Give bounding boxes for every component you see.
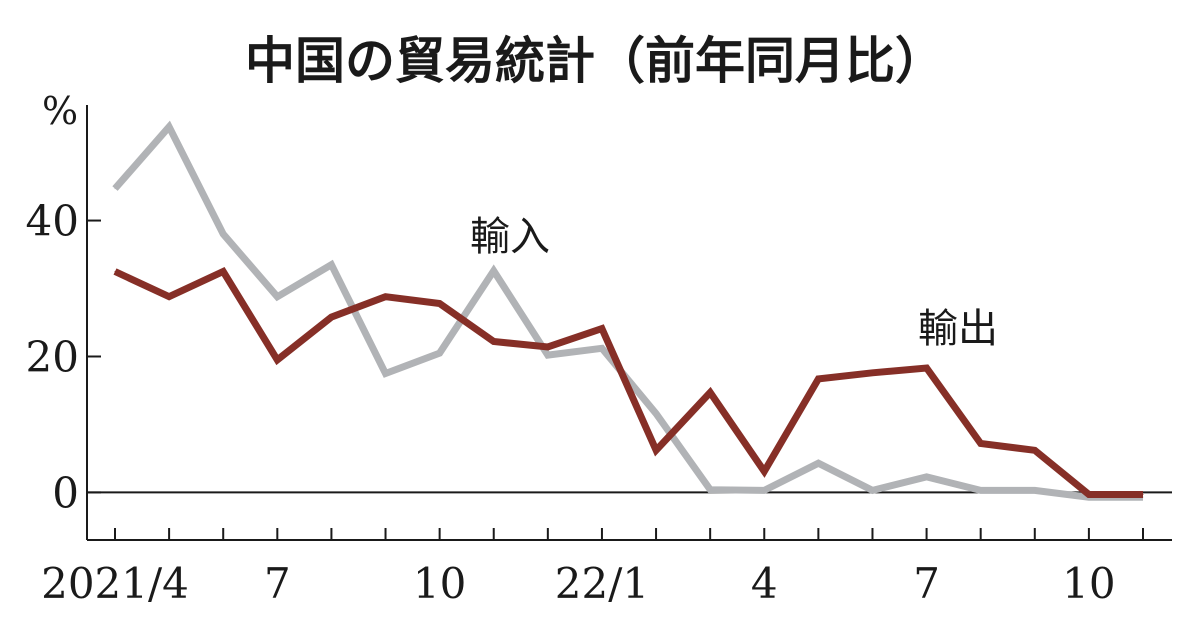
data-point bbox=[980, 489, 982, 491]
data-point bbox=[1034, 489, 1036, 491]
series-label-exports: 輸出 bbox=[918, 306, 998, 352]
data-point bbox=[385, 372, 387, 374]
data-point bbox=[114, 188, 116, 190]
data-point bbox=[168, 296, 170, 298]
series-lines bbox=[112, 120, 1144, 501]
data-point bbox=[168, 126, 170, 128]
data-point bbox=[655, 413, 657, 415]
data-point bbox=[763, 470, 765, 472]
data-point bbox=[1034, 449, 1036, 451]
data-point bbox=[817, 462, 819, 464]
series-label-imports: 輸入 bbox=[470, 214, 550, 260]
data-point bbox=[114, 271, 116, 273]
data-point bbox=[601, 328, 603, 330]
x-tick-label: 7 bbox=[913, 559, 940, 608]
data-point bbox=[1142, 493, 1144, 495]
data-point bbox=[276, 359, 278, 361]
axes: 0 20 40 2021/4 7 10 22/1 4 7 10 bbox=[26, 105, 1172, 608]
data-point bbox=[385, 296, 387, 298]
data-point bbox=[601, 347, 603, 349]
data-point bbox=[493, 270, 495, 272]
data-point bbox=[926, 367, 928, 369]
data-point bbox=[547, 346, 549, 348]
data-point bbox=[1088, 493, 1090, 495]
data-point bbox=[439, 352, 441, 354]
data-point bbox=[276, 296, 278, 298]
data-point bbox=[547, 354, 549, 356]
data-point bbox=[330, 264, 332, 266]
data-point bbox=[817, 378, 819, 380]
data-point bbox=[871, 372, 873, 374]
data-point bbox=[871, 489, 873, 491]
data-point bbox=[493, 341, 495, 343]
x-tick-label: 10 bbox=[413, 559, 466, 608]
data-point bbox=[709, 489, 711, 491]
data-point bbox=[439, 302, 441, 304]
data-point bbox=[980, 442, 982, 444]
data-point bbox=[655, 449, 657, 451]
x-tick-label: 22/1 bbox=[555, 559, 649, 608]
y-tick-label: 20 bbox=[26, 332, 79, 381]
y-tick-label: 0 bbox=[52, 468, 79, 517]
chart-title: 中国の貿易統計（前年同月比） bbox=[245, 32, 945, 90]
data-point bbox=[330, 316, 332, 318]
x-tick-label: 4 bbox=[751, 559, 778, 608]
x-tick-label: 2021/4 bbox=[41, 559, 189, 608]
x-tick-label: 7 bbox=[264, 559, 291, 608]
data-point bbox=[709, 392, 711, 394]
x-tick-label: 10 bbox=[1062, 559, 1115, 608]
data-point bbox=[222, 271, 224, 273]
data-point bbox=[222, 233, 224, 235]
data-point bbox=[763, 489, 765, 491]
data-point bbox=[926, 476, 928, 478]
series-line-exports bbox=[113, 267, 1143, 498]
y-unit-label: % bbox=[42, 89, 78, 133]
y-tick-label: 40 bbox=[26, 197, 79, 246]
